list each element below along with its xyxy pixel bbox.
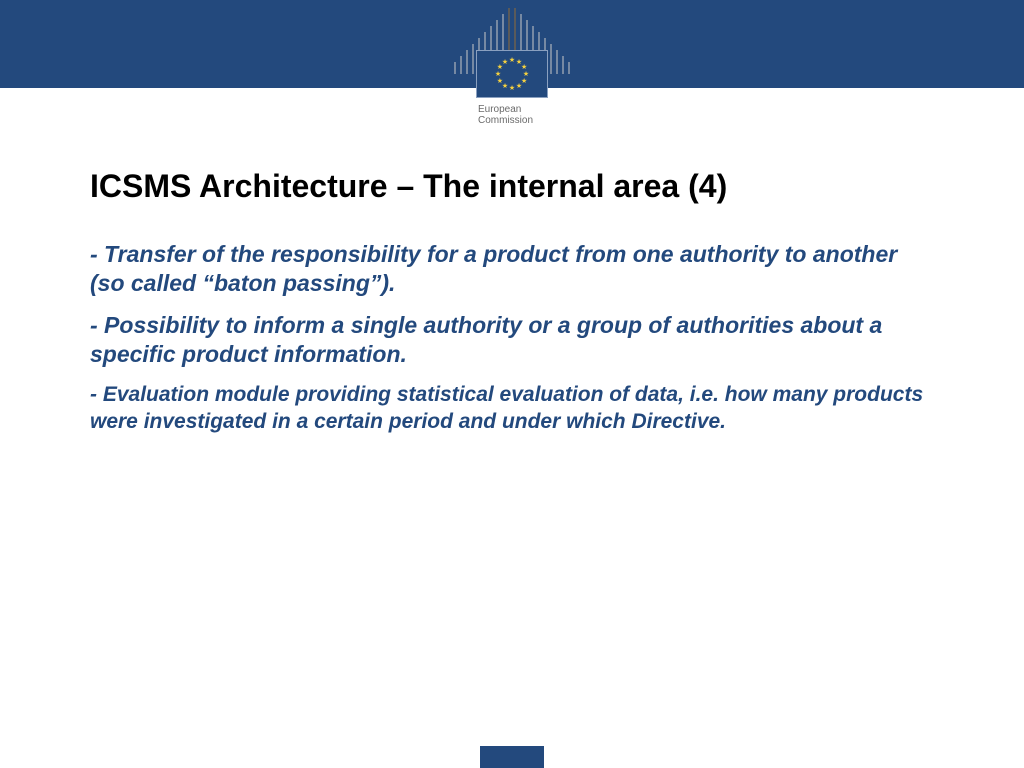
bullet-1: - Transfer of the responsibility for a p… xyxy=(90,240,934,299)
header-bar: ★ ★ ★ ★ ★ ★ ★ ★ ★ ★ ★ ★ European Commiss… xyxy=(0,0,1024,88)
footer-accent xyxy=(480,746,544,768)
slide-title: ICSMS Architecture – The internal area (… xyxy=(90,166,934,206)
bullet-3: - Evaluation module providing statistica… xyxy=(90,382,934,436)
bullet-2: - Possibility to inform a single authori… xyxy=(90,311,934,370)
logo-text-line2: Commission xyxy=(478,115,548,126)
ec-logo: ★ ★ ★ ★ ★ ★ ★ ★ ★ ★ ★ ★ European Commiss… xyxy=(412,0,612,145)
logo-text: European Commission xyxy=(476,102,548,126)
eu-flag-icon: ★ ★ ★ ★ ★ ★ ★ ★ ★ ★ ★ ★ xyxy=(476,50,548,98)
logo-text-line1: European xyxy=(478,104,548,115)
